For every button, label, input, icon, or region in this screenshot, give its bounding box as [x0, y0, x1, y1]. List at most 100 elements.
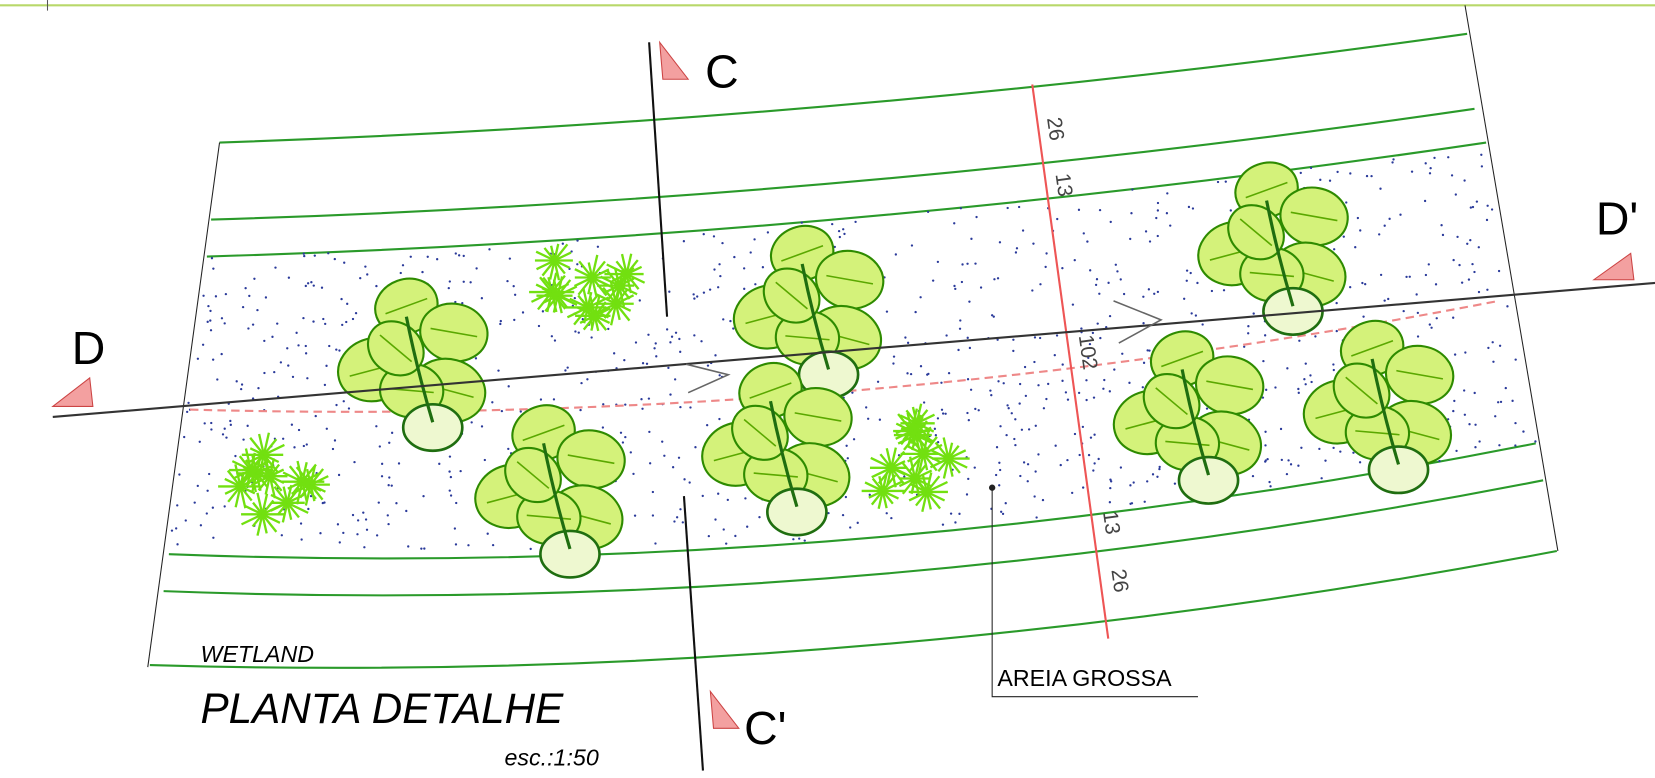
sand-dot: [1514, 444, 1516, 446]
sand-dot: [995, 474, 997, 476]
sand-dot: [400, 272, 402, 274]
sand-dot: [1144, 501, 1146, 503]
sand-dot: [1464, 414, 1466, 416]
sand-dot: [481, 297, 483, 299]
sand-dot: [475, 357, 477, 359]
sand-dot: [1534, 440, 1536, 442]
sand-dot: [1403, 310, 1405, 312]
sand-dot: [1468, 278, 1470, 280]
sand-dot: [1056, 218, 1058, 220]
sand-dot: [1152, 473, 1154, 475]
sand-dot: [1478, 291, 1480, 293]
sand-dot: [1336, 330, 1338, 332]
sand-dot: [586, 378, 588, 380]
sand-dot: [1329, 180, 1331, 182]
sand-dot: [257, 387, 259, 389]
sand-dot: [693, 297, 695, 299]
sand-dot: [176, 504, 178, 506]
sand-dot: [1471, 263, 1473, 265]
sand-dot: [937, 261, 939, 263]
sand-dot: [1110, 221, 1112, 223]
sand-dot: [176, 543, 178, 545]
sand-dot: [307, 282, 309, 284]
sand-dot: [959, 319, 961, 321]
sand-dot: [1415, 293, 1417, 295]
sand-dot: [310, 281, 312, 283]
sand-dot: [1469, 239, 1471, 241]
sand-dot: [248, 295, 250, 297]
sand-dot: [969, 347, 971, 349]
sand-dot: [508, 385, 510, 387]
sand-dot: [274, 266, 276, 268]
sand-dot: [620, 432, 622, 434]
sand-dot: [1033, 361, 1035, 363]
sand-dot: [1336, 171, 1338, 173]
sand-dot: [754, 283, 756, 285]
sand-dot: [865, 406, 867, 408]
sand-dot: [212, 507, 214, 509]
sand-dot: [1190, 272, 1192, 274]
sand-dot: [831, 223, 833, 225]
sand-dot: [353, 461, 355, 463]
dimension-text: 26: [1042, 116, 1068, 142]
sand-dot: [719, 374, 721, 376]
sand-dot: [1455, 193, 1457, 195]
sand-dot: [1082, 486, 1084, 488]
sand-dot: [298, 429, 300, 431]
sand-dot: [1497, 401, 1499, 403]
sand-dot: [246, 425, 248, 427]
sand-dot: [215, 295, 217, 297]
sand-dot: [1264, 444, 1266, 446]
sand-dot: [206, 512, 208, 514]
sand-dot: [1054, 354, 1056, 356]
sand-dot: [287, 364, 289, 366]
sand-dot: [1455, 450, 1457, 452]
sand-dot: [332, 448, 334, 450]
sand-dot: [328, 345, 330, 347]
sand-dot: [893, 355, 895, 357]
sand-dot: [1287, 459, 1289, 461]
sand-dot: [1130, 212, 1132, 214]
sand-dot: [1099, 337, 1101, 339]
sand-dot: [1252, 475, 1254, 477]
sand-dot: [1166, 192, 1168, 194]
sand-dot: [335, 348, 337, 350]
sand-dot: [654, 542, 656, 544]
sand-dot: [733, 256, 735, 258]
dimension-text: 13: [1051, 172, 1077, 198]
sand-dot: [381, 475, 383, 477]
sand-dot: [1451, 174, 1453, 176]
sand-dot: [410, 256, 412, 258]
sand-dot: [890, 517, 892, 519]
sand-dot: [649, 462, 651, 464]
sand-dot: [338, 349, 340, 351]
sand-dot: [1014, 444, 1016, 446]
sand-dot: [966, 493, 968, 495]
sand-dot: [509, 257, 511, 259]
sand-dot: [652, 491, 654, 493]
sand-dot: [1188, 206, 1190, 208]
sand-dot: [381, 463, 383, 465]
sand-dot: [324, 323, 326, 325]
sand-dot: [1133, 481, 1135, 483]
sand-dot: [1037, 453, 1039, 455]
sand-dot: [1045, 252, 1047, 254]
sand-dot: [1392, 158, 1394, 160]
sand-dot: [801, 222, 803, 224]
sand-dot: [954, 288, 956, 290]
sand-dot: [974, 262, 976, 264]
sand-dot: [200, 524, 202, 526]
sand-dot: [634, 515, 636, 517]
sand-dot: [1243, 346, 1245, 348]
sand-dot: [1146, 349, 1148, 351]
sand-dot: [212, 537, 214, 539]
band-line: [220, 34, 1468, 143]
sand-dot: [703, 291, 705, 293]
sand-dot: [1474, 446, 1476, 448]
sand-dot: [1411, 170, 1413, 172]
sand-dot: [459, 470, 461, 472]
sand-dot: [743, 267, 745, 269]
sand-dot: [334, 439, 336, 441]
sand-dot: [1298, 340, 1300, 342]
sand-dot: [500, 320, 502, 322]
